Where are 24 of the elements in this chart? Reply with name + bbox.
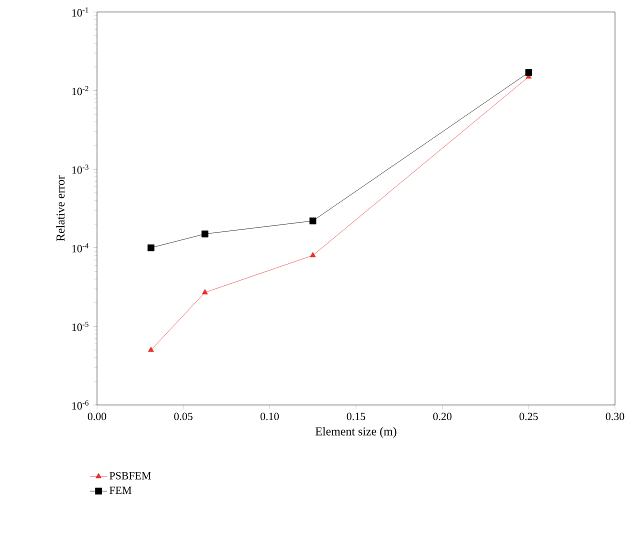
x-tick-label: 0.10 bbox=[260, 412, 279, 420]
y-tick-label: 10$^{-2}$ bbox=[72, 86, 88, 96]
y-axis-title: Relative error bbox=[56, 176, 65, 242]
point bbox=[202, 289, 208, 294]
point bbox=[202, 230, 208, 238]
point bbox=[309, 217, 316, 224]
point bbox=[525, 69, 532, 76]
x-tick-label: 0.25 bbox=[520, 412, 538, 420]
x-tick-label: 0.00 bbox=[88, 412, 106, 420]
legend-label: PSBFEM bbox=[110, 472, 151, 480]
y-tick-label: 10$^{-3}$ bbox=[72, 164, 88, 174]
y-tick-label: 10$^{-6}$ bbox=[72, 400, 89, 410]
x-tick-label: 0.05 bbox=[174, 412, 192, 420]
x-tick-label: 0.15 bbox=[346, 412, 366, 420]
y-tick-label: 10$^{-5}$ bbox=[72, 322, 88, 331]
x-tick-label: 0.30 bbox=[606, 412, 624, 420]
point bbox=[310, 252, 316, 258]
legend-label: FEM bbox=[110, 486, 132, 494]
y-tick-label: 10$^{-4}$ bbox=[72, 243, 89, 252]
y-tick-label: 10$^{-1}$ bbox=[72, 7, 88, 17]
x-axis-title: Element size (m) bbox=[316, 427, 396, 438]
point bbox=[148, 346, 154, 352]
x-tick-label: 0.20 bbox=[433, 412, 452, 420]
point bbox=[148, 244, 154, 252]
